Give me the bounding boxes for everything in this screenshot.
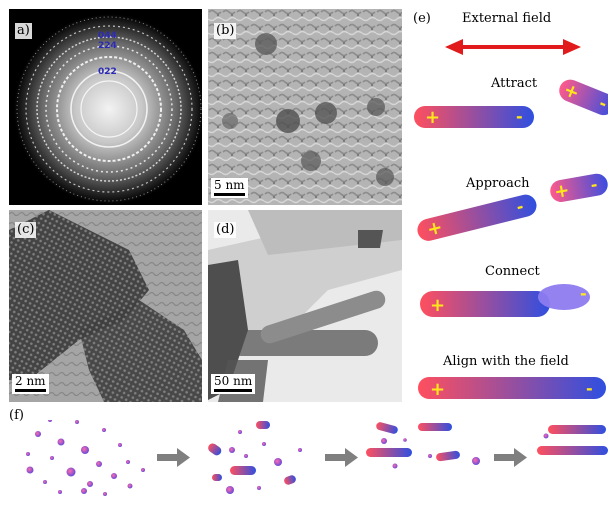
step-align: Align with the field xyxy=(443,354,569,369)
stage-1-particles xyxy=(26,420,145,496)
stage-4-aligned-rods xyxy=(537,425,608,455)
step-approach: Approach xyxy=(466,176,530,191)
panel-f-label: (f) xyxy=(9,408,24,423)
scale-bar-2nm-line xyxy=(15,389,46,392)
scale-bar-5nm-line xyxy=(214,193,245,196)
panel-a-diffraction: a) 044 224 022 xyxy=(9,9,202,205)
step-connect: Connect xyxy=(485,264,540,279)
hrtem-lattice-image xyxy=(9,210,202,402)
panel-e-schematic: + - + - + - + - + - + - xyxy=(414,39,608,400)
diffraction-pattern-image xyxy=(9,9,202,205)
process-arrow-3 xyxy=(494,448,527,467)
approach-long-rod: + - xyxy=(417,194,537,241)
process-arrow-2 xyxy=(325,448,358,467)
plus-sign: + xyxy=(430,379,445,400)
minus-sign: - xyxy=(580,284,587,303)
attract-long-rod: + - xyxy=(414,106,534,128)
plus-sign: + xyxy=(430,295,445,316)
panel-b-tem: (b) 5 nm xyxy=(208,9,402,205)
minus-sign: - xyxy=(589,175,599,195)
plus-sign: + xyxy=(553,180,572,203)
panel-d-tem: (d) 50 nm xyxy=(208,210,402,402)
plus-sign: + xyxy=(561,79,583,104)
minus-sign: - xyxy=(586,379,593,398)
scale-bar-5nm-label: 5 nm xyxy=(214,178,245,192)
step-attract: Attract xyxy=(491,76,538,91)
ring-label-044: 044 xyxy=(98,31,117,41)
ring-label-224: 224 xyxy=(98,41,117,51)
field-double-arrow xyxy=(445,39,581,55)
scale-bar-2nm: 2 nm xyxy=(12,374,49,394)
plus-sign: + xyxy=(425,107,440,128)
minus-sign: - xyxy=(516,107,523,126)
panel-f-sequence xyxy=(26,420,608,496)
scale-bar-50nm: 50 nm xyxy=(211,374,256,394)
stage-3-rods xyxy=(366,422,480,469)
minus-sign: - xyxy=(597,93,608,113)
attract-short-rod: + - xyxy=(559,79,608,116)
panel-c-label: (c) xyxy=(15,222,37,238)
panel-e-label: (e) xyxy=(413,11,431,26)
tem-nanorods-image xyxy=(208,210,402,402)
panel-d-label: (d) xyxy=(214,222,237,238)
scale-bar-50nm-line xyxy=(214,389,253,392)
external-field-title: External field xyxy=(462,11,552,26)
panel-a-label: a) xyxy=(15,23,32,39)
panel-c-hrtem: (c) 2 nm xyxy=(9,210,202,402)
tem-nanoparticles-image xyxy=(208,9,402,205)
approach-short-rod: + - xyxy=(550,173,608,203)
aligned-rod: + - xyxy=(418,377,606,400)
process-arrow-1 xyxy=(157,448,190,467)
scale-bar-2nm-label: 2 nm xyxy=(15,374,46,388)
panel-b-label: (b) xyxy=(214,23,237,39)
minus-sign: - xyxy=(514,197,525,217)
ring-label-022: 022 xyxy=(98,67,117,77)
connect-rods: + - xyxy=(420,284,590,317)
scale-bar-5nm: 5 nm xyxy=(211,178,248,198)
scale-bar-50nm-label: 50 nm xyxy=(214,374,253,388)
plus-sign: + xyxy=(425,217,445,241)
stage-2-short-rods xyxy=(208,421,302,494)
